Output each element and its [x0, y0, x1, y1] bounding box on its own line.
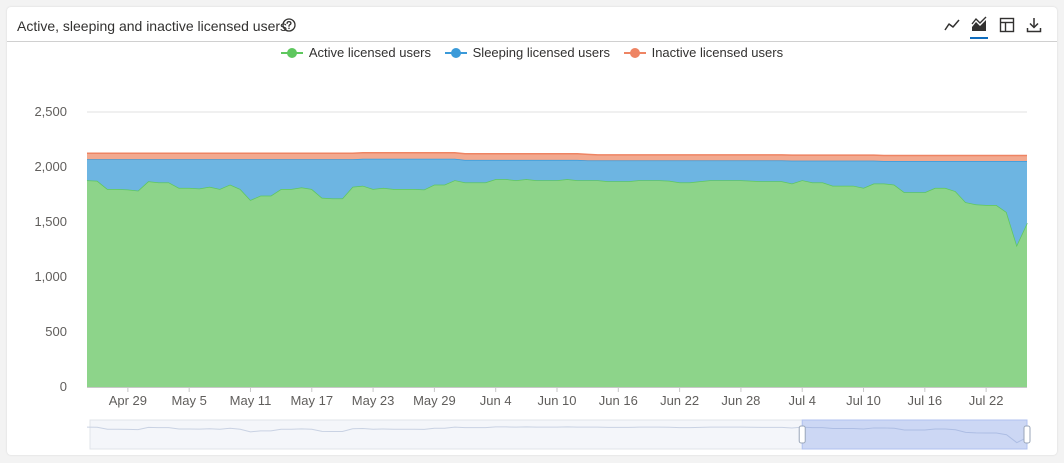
navigator	[89, 419, 1028, 450]
y-tick-label: 2,500	[34, 104, 67, 119]
legend-swatch-inactive	[623, 47, 646, 58]
navigator-line	[86, 426, 1028, 444]
y-tick-label: 0	[60, 379, 67, 394]
line-inactive	[87, 151, 1027, 157]
table-icon[interactable]	[998, 16, 1016, 34]
x-tick-label: Jun 10	[537, 393, 576, 408]
legend-item-sleeping[interactable]: Sleeping licensed users	[444, 45, 610, 60]
legend-swatch-active	[280, 47, 303, 58]
help-icon[interactable]	[282, 18, 296, 32]
area-chart-icon	[971, 16, 987, 31]
y-tick-label: 500	[45, 324, 67, 339]
y-tick-label: 1,500	[34, 214, 67, 229]
legend-label-sleeping: Sleeping licensed users	[472, 45, 610, 60]
stacked-area-chart: 0 500 1,000 1,500 2,000 2,500 Apr 29 May 5 May 1…	[34, 104, 1031, 450]
x-tick-label: Jun 22	[660, 393, 699, 408]
legend-label-active: Active licensed users	[308, 45, 432, 60]
navigator-handle-left[interactable]	[798, 425, 806, 444]
area-chart-tab[interactable]	[970, 16, 988, 39]
x-tick-label: May 17	[290, 393, 333, 408]
area-active	[87, 179, 1027, 387]
x-tick-label: Jun 16	[599, 393, 638, 408]
chart-legend: Active licensed users Sleeping licensed …	[7, 45, 1057, 62]
card-header: Active, sleeping and inactive licensed u…	[7, 7, 1057, 42]
x-tick-label: Jul 4	[788, 393, 815, 408]
x-tick-label: May 11	[230, 393, 272, 408]
navigator-selection	[801, 419, 1028, 450]
legend-item-inactive[interactable]: Inactive licensed users	[623, 45, 784, 60]
x-tick-label: Jun 28	[721, 393, 760, 408]
line-chart-icon[interactable]	[943, 16, 961, 34]
x-tick-label: May 5	[171, 393, 206, 408]
chart-title: Active, sleeping and inactive licensed u…	[17, 18, 288, 34]
legend-item-active[interactable]: Active licensed users	[280, 45, 432, 60]
download-icon[interactable]	[1025, 16, 1043, 34]
x-tick-label: Jul 16	[907, 393, 942, 408]
y-tick-label: 1,000	[34, 269, 67, 284]
x-tick-label: Jun 4	[480, 393, 512, 408]
legend-label-inactive: Inactive licensed users	[651, 45, 784, 60]
navigator-handle-right[interactable]	[1023, 425, 1031, 444]
y-tick-label: 2,000	[34, 159, 67, 174]
x-tick-label: Jul 22	[969, 393, 1004, 408]
legend-swatch-sleeping	[444, 47, 467, 58]
chart-card: Active, sleeping and inactive licensed u…	[7, 7, 1057, 455]
area-sleeping	[87, 158, 1027, 246]
x-tick-label: May 29	[413, 393, 456, 408]
area-inactive	[87, 152, 1027, 161]
x-tick-label: Jul 10	[846, 393, 881, 408]
x-tick-label: May 23	[352, 393, 395, 408]
x-tick-label: Apr 29	[109, 393, 147, 408]
